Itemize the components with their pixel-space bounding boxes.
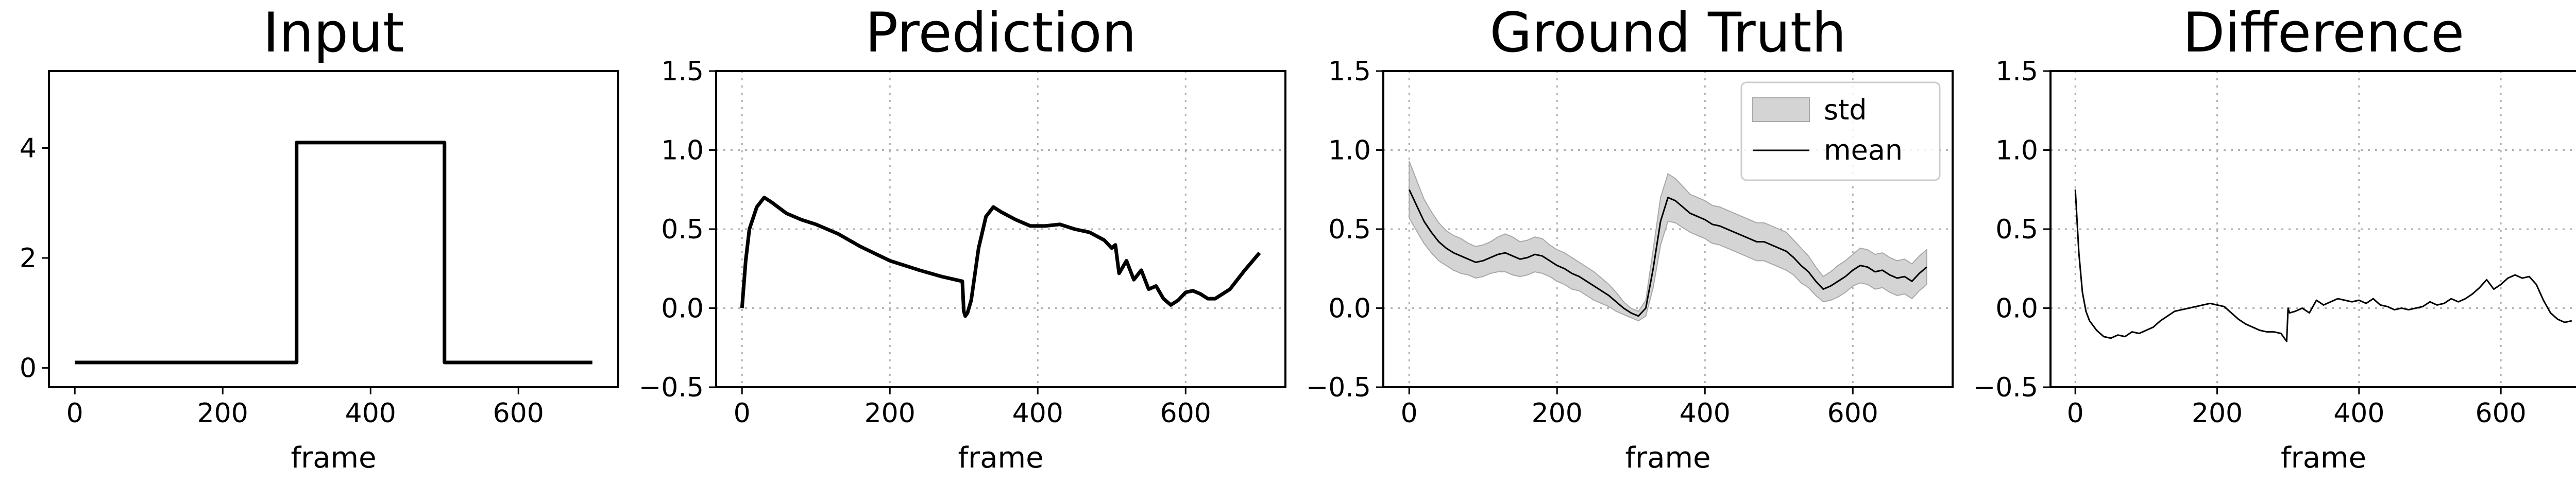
- chart-panel-3: 0 200 400 600 −0.5 0.0 0.5 1.0 1.5 Ground Truth fr…: [1306, 1, 1954, 475]
- legend-label-mean: mean: [1824, 134, 1903, 166]
- x-tick-label: 0: [66, 398, 83, 429]
- series-line: [75, 141, 592, 365]
- y-tick-label: 0.0: [661, 293, 704, 324]
- y-tick-label: −0.5: [1306, 372, 1371, 403]
- chart-title: Ground Truth: [1489, 1, 1846, 64]
- x-tick-label: 0: [2067, 398, 2084, 429]
- x-tick-label: 400: [2333, 398, 2384, 429]
- y-tick-label: 1.5: [1328, 56, 1371, 87]
- y-tick-label: 0: [20, 353, 37, 384]
- x-axis-label: frame: [958, 441, 1043, 475]
- y-tick-label: 0.5: [1995, 214, 2038, 245]
- y-tick-label: 4: [20, 133, 37, 164]
- series-line: [2074, 189, 2572, 342]
- legend: std mean: [1740, 81, 1941, 181]
- series-line-mean: [1408, 189, 1927, 317]
- y-tick-label: −0.5: [1973, 372, 2038, 403]
- x-tick-label: 600: [1827, 398, 1878, 429]
- chart-title: Difference: [2183, 1, 2464, 64]
- x-tick-label: 0: [734, 398, 751, 429]
- std-band: [1409, 161, 1927, 322]
- chart-panel-2: 0 200 400 600 −0.5 0.0 0.5 1.0 1.5 Prediction fram…: [639, 1, 1286, 475]
- y-tick-label: 1.5: [1995, 56, 2038, 87]
- y-tick-label: 1.5: [661, 56, 704, 87]
- x-axis-label: frame: [291, 441, 376, 475]
- y-tick-label: 1.0: [1995, 135, 2038, 166]
- x-axis-label: frame: [1625, 441, 1710, 475]
- legend-label-std: std: [1824, 94, 1867, 126]
- chart-panel-1: 0 200 400 600 0 2 4 Input frame: [20, 1, 619, 475]
- x-tick-label: 200: [2192, 398, 2243, 429]
- axes-frame: [2049, 70, 2576, 388]
- x-tick-label: 200: [1532, 398, 1583, 429]
- x-tick-label: 200: [197, 398, 248, 429]
- x-tick-label: 600: [2476, 398, 2527, 429]
- chart-panel-4: 0 200 400 600 −0.5 0.0 0.5 1.0 1.5 Difference fram…: [1973, 1, 2576, 475]
- x-tick-label: 400: [1012, 398, 1063, 429]
- x-tick-label: 400: [345, 398, 396, 429]
- y-tick-label: 2: [20, 243, 37, 274]
- chart-title: Input: [263, 1, 404, 64]
- x-tick-label: 200: [865, 398, 916, 429]
- axes-frame: [48, 70, 619, 388]
- x-axis-label: frame: [2281, 441, 2366, 475]
- legend-swatch-std: [1752, 97, 1810, 122]
- x-tick-label: 400: [1680, 398, 1731, 429]
- y-tick-label: 0.0: [1328, 293, 1371, 324]
- x-tick-label: 600: [1160, 398, 1211, 429]
- y-tick-label: 1.0: [661, 135, 704, 166]
- x-tick-label: 600: [493, 398, 544, 429]
- y-tick-label: 1.0: [1328, 135, 1371, 166]
- y-tick-label: 0.0: [1995, 293, 2038, 324]
- y-tick-label: 0.5: [661, 214, 704, 245]
- chart-title: Prediction: [865, 1, 1137, 64]
- x-tick-label: 0: [1401, 398, 1418, 429]
- series-line: [740, 196, 1261, 318]
- y-tick-label: 0.5: [1328, 214, 1371, 245]
- y-tick-label: −0.5: [639, 372, 704, 403]
